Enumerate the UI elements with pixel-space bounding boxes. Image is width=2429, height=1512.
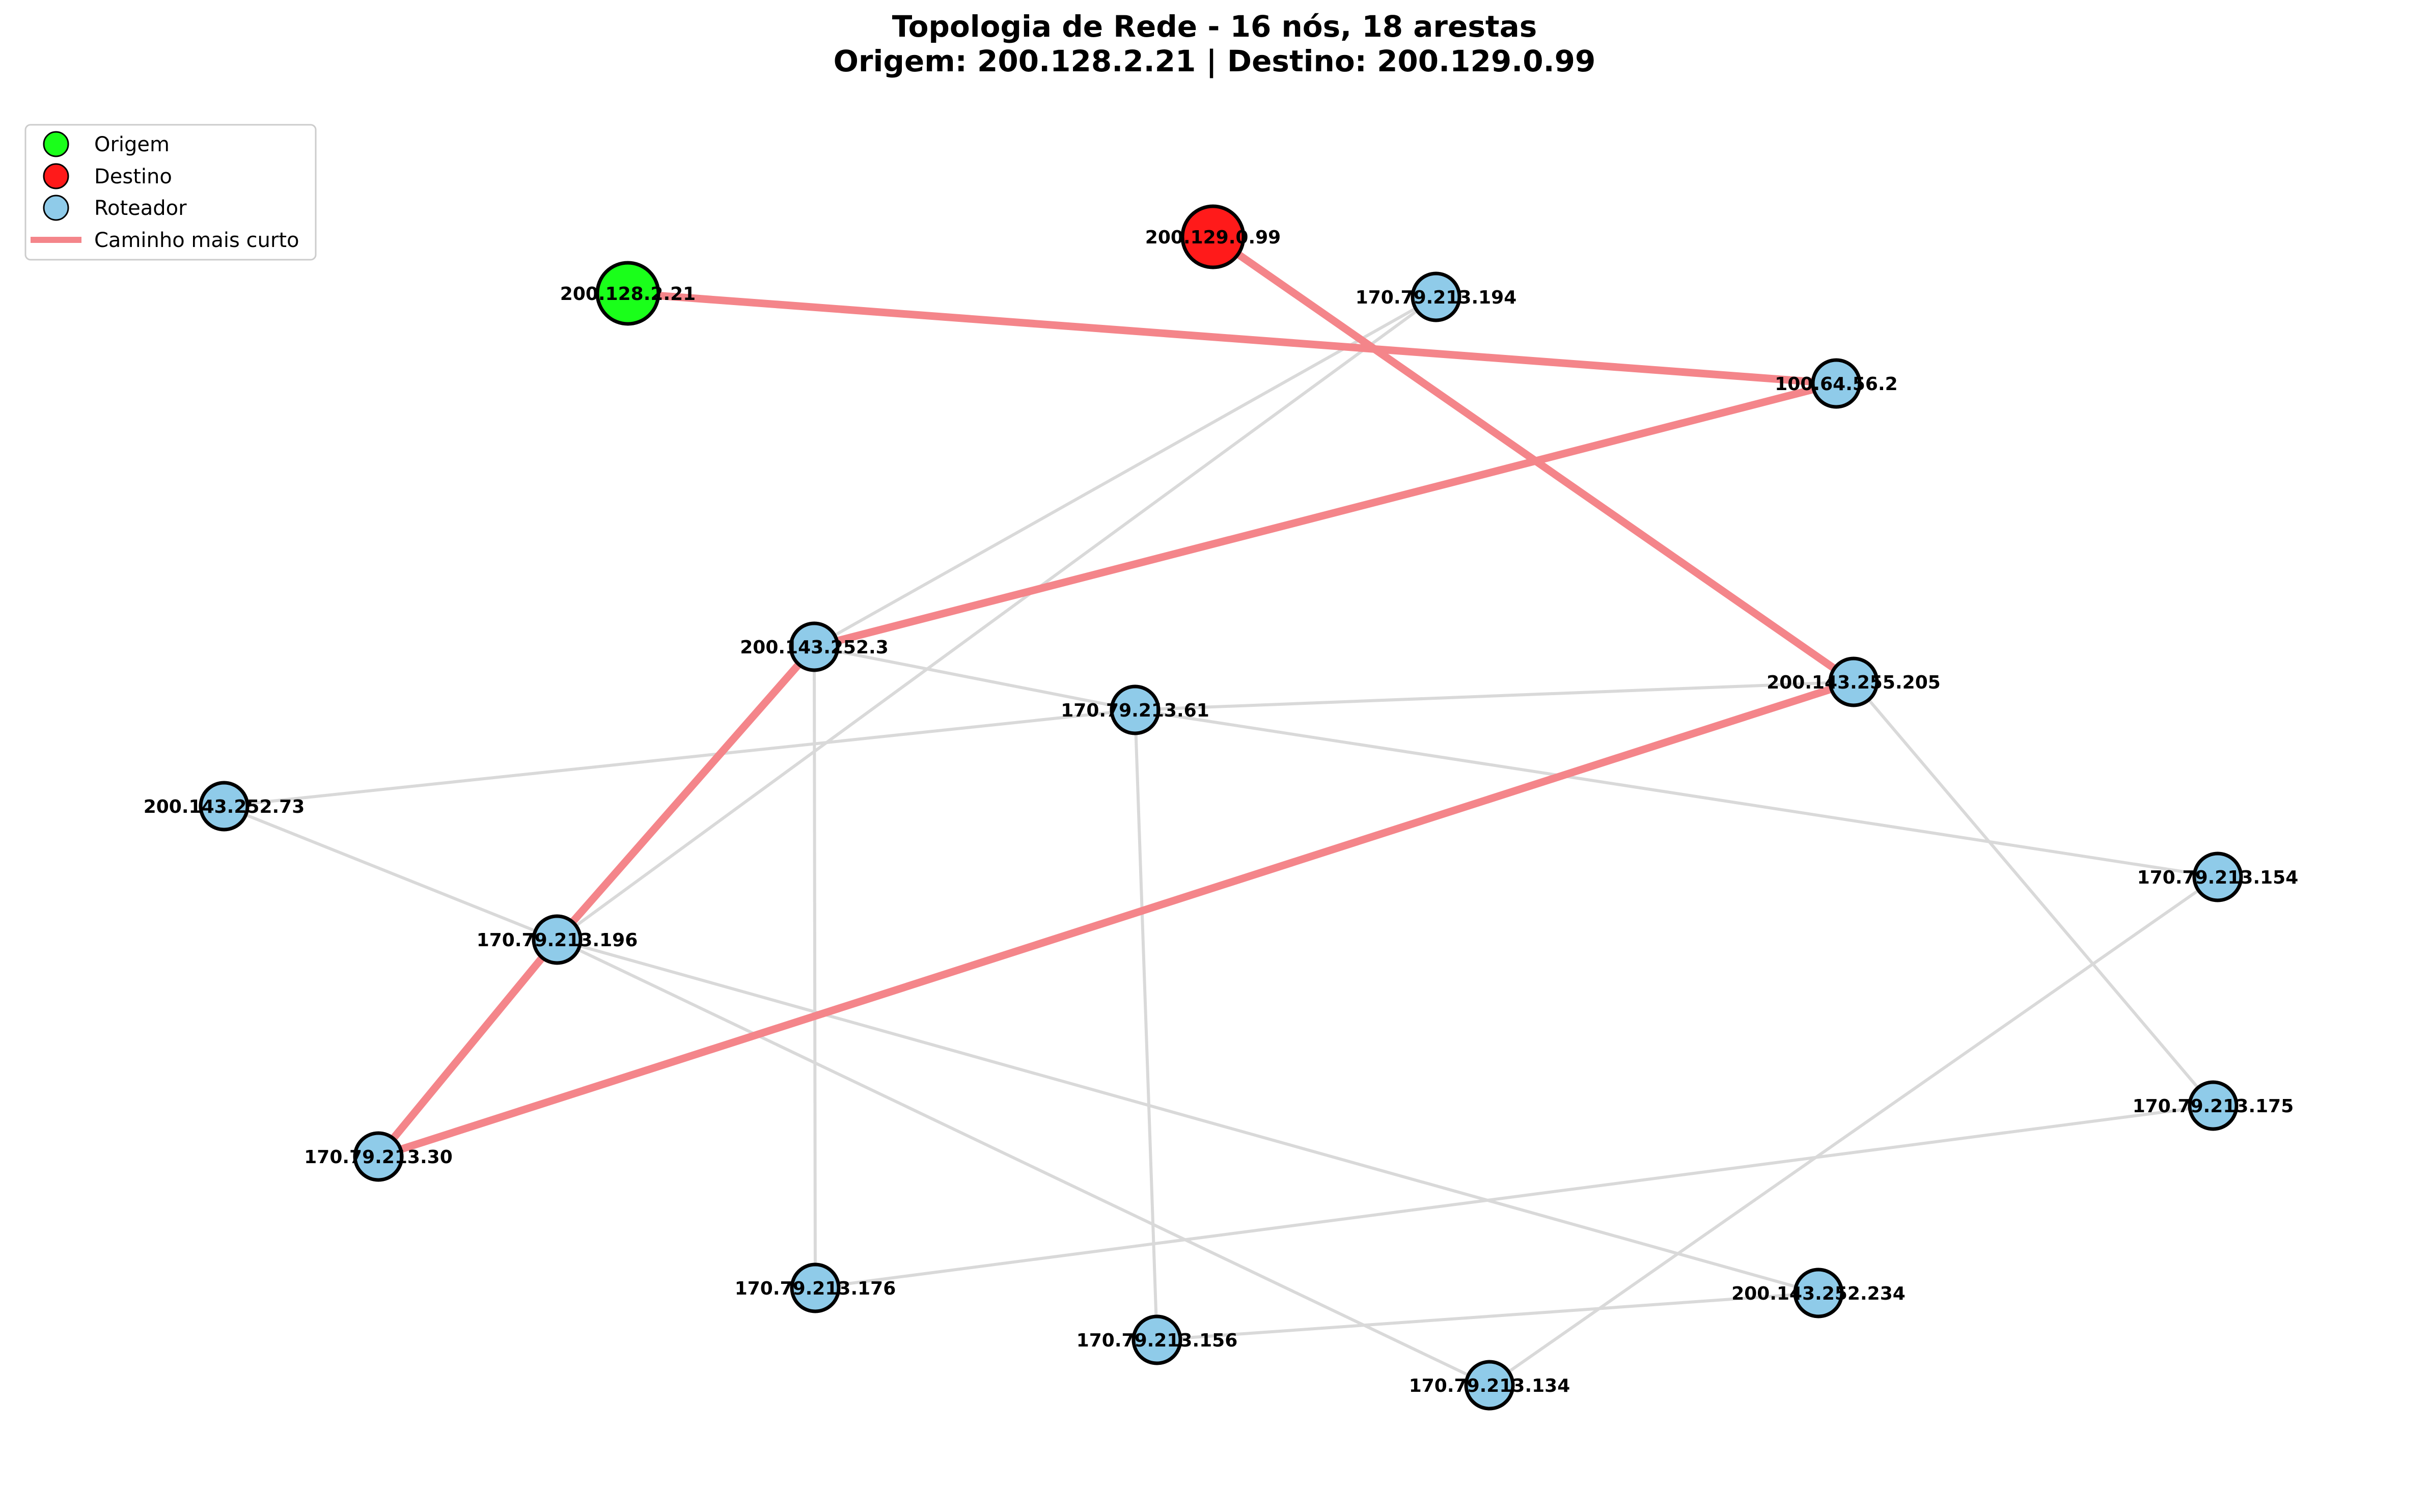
legend-frame xyxy=(24,124,317,261)
node-label: 170.79.213.61 xyxy=(1061,700,1209,721)
node-label: 200.143.255.205 xyxy=(1766,672,1941,693)
shortest-path-layer xyxy=(374,233,1858,1161)
router-node xyxy=(2192,851,2243,902)
node-label: 170.79.213.156 xyxy=(1077,1330,1238,1351)
shortest-path-edge xyxy=(553,643,818,944)
edge xyxy=(556,295,1437,941)
edge xyxy=(813,646,817,1288)
node-label: 200.143.252.234 xyxy=(1731,1283,1906,1304)
node-label: 170.79.213.134 xyxy=(1409,1376,1570,1396)
edge xyxy=(1488,875,2219,1387)
node-label: 100.64.56.2 xyxy=(1775,374,1897,395)
router-node xyxy=(2188,1080,2239,1131)
shortest-path-edge xyxy=(374,936,561,1161)
node-label: 200.143.252.73 xyxy=(144,796,305,817)
legend: Origem Destino Roteador Caminho mais cur… xyxy=(24,124,317,261)
node-label: 170.79.213.175 xyxy=(2133,1096,2294,1117)
edge xyxy=(1134,709,1158,1340)
node-label: 170.79.213.30 xyxy=(304,1147,453,1168)
node-label: 170.79.213.154 xyxy=(2137,867,2299,888)
nodes-layer xyxy=(199,204,2243,1411)
legend-origin-marker xyxy=(43,131,69,157)
shortest-path-edge xyxy=(374,678,1858,1161)
router-node xyxy=(532,914,583,965)
diagram-title: Topologia de Rede - 16 nós, 18 arestas xyxy=(892,9,1537,44)
router-node xyxy=(353,1131,404,1182)
legend-origin-label: Origem xyxy=(94,133,170,156)
edge xyxy=(813,295,1437,648)
edge xyxy=(224,708,1136,808)
router-node xyxy=(1828,656,1879,707)
router-node xyxy=(1464,1360,1515,1411)
router-node xyxy=(790,1262,841,1313)
legend-destination-label: Destino xyxy=(94,165,172,188)
router-node xyxy=(1411,271,1461,322)
router-node xyxy=(789,621,840,672)
node-label: 170.79.213.196 xyxy=(477,930,638,951)
edge xyxy=(814,645,1136,711)
shortest-path-edge xyxy=(624,289,1840,388)
legend-shortest-path-label: Caminho mais curto xyxy=(94,229,299,252)
edge xyxy=(557,938,1819,1295)
router-node xyxy=(1110,684,1161,735)
router-node xyxy=(1811,358,1862,409)
node-label: 200.129.0.99 xyxy=(1145,227,1281,248)
destination-node xyxy=(1180,204,1246,269)
edge xyxy=(815,1104,2214,1289)
shortest-path-edge xyxy=(1209,233,1858,686)
legend-router-label: Roteador xyxy=(94,197,187,220)
diagram-subtitle: Origem: 200.128.2.21 | Destino: 200.129.… xyxy=(834,44,1596,78)
node-label: 200.143.252.3 xyxy=(740,637,889,658)
node-label: 170.79.213.176 xyxy=(735,1278,896,1299)
edge xyxy=(1135,680,1854,711)
edge xyxy=(1852,681,2215,1107)
router-node xyxy=(1131,1314,1182,1365)
origin-node xyxy=(595,261,660,326)
edge xyxy=(223,805,558,941)
edges-layer xyxy=(223,295,2219,1387)
router-node xyxy=(1793,1268,1844,1318)
node-label: 200.128.2.21 xyxy=(560,284,696,305)
legend-destination-marker xyxy=(43,163,69,189)
edge xyxy=(1156,1291,1819,1341)
node-labels-layer: 200.128.2.21 200.129.0.99 170.79.213.194 10… xyxy=(144,227,2299,1396)
edge xyxy=(1135,708,2218,878)
legend-router-marker xyxy=(43,195,69,221)
node-label: 170.79.213.194 xyxy=(1356,287,1517,308)
edge xyxy=(556,938,1490,1387)
router-node xyxy=(199,781,250,832)
shortest-path-edge xyxy=(810,379,1840,651)
